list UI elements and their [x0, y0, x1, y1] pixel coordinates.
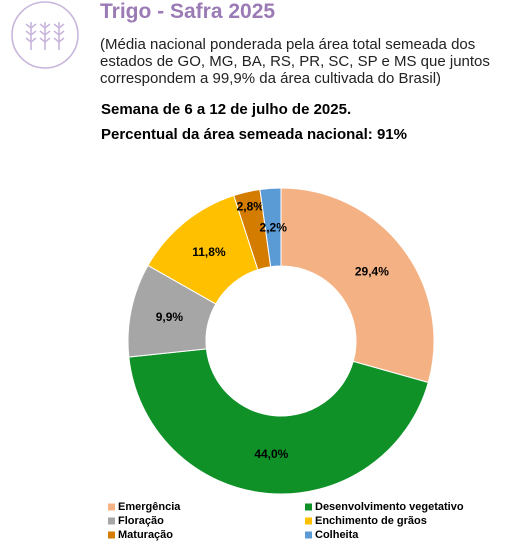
legend-swatch [108, 503, 115, 511]
legend-label: Maturação [118, 529, 173, 541]
slice [128, 348, 429, 495]
data-label: 44,0% [254, 447, 288, 461]
slice [280, 187, 435, 384]
wheat-icon [11, 1, 79, 69]
annotation: Semana de 6 a 12 de julho de 2025. [101, 101, 352, 118]
data-label: 9,9% [156, 310, 184, 324]
slice [259, 187, 282, 268]
chart-title: Trigo - Safra 2025 [100, 0, 276, 23]
legend-label: Enchimento de grãos [315, 515, 427, 527]
legend-swatch [108, 531, 115, 539]
legend-label: Emergência [118, 501, 181, 513]
legend-label: Colheita [315, 529, 359, 541]
data-label: 11,8% [192, 245, 226, 259]
data-label: 29,4% [355, 264, 389, 278]
legend-swatch [108, 517, 115, 525]
annotation: Percentual da área semeada nacional: 91% [101, 126, 407, 143]
legend-swatch [305, 503, 312, 511]
legend-swatch [305, 517, 312, 525]
data-label: 2,8% [237, 200, 265, 214]
legend-label: Desenvolvimento vegetativo [315, 501, 464, 513]
legend-swatch [305, 531, 312, 539]
data-label: 2,2% [260, 220, 288, 234]
subtitle: (Média nacional ponderada pela área tota… [100, 36, 490, 87]
legend-label: Floração [118, 515, 164, 527]
